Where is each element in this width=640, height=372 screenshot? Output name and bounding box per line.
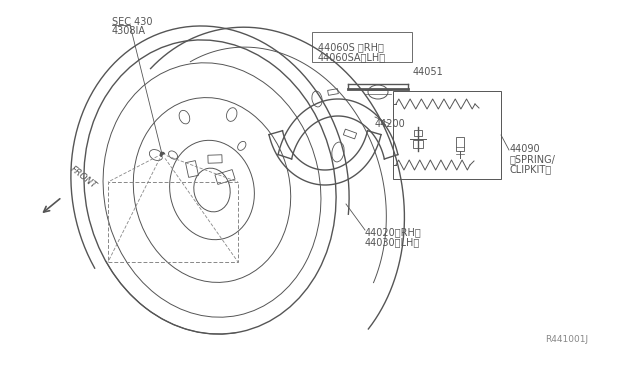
- Bar: [312, 32, 412, 62]
- Text: R441001J: R441001J: [545, 335, 588, 344]
- Text: 4308IA: 4308IA: [112, 26, 146, 36]
- Text: 〈SPRING/: 〈SPRING/: [510, 154, 556, 164]
- Bar: [186, 161, 198, 177]
- Text: CLIPKIT〉: CLIPKIT〉: [510, 164, 552, 174]
- Text: SEC 430: SEC 430: [112, 17, 152, 27]
- Text: 44200: 44200: [375, 119, 406, 129]
- Text: 44060S 〈RH〉: 44060S 〈RH〉: [318, 42, 384, 52]
- Text: 44060SA〈LH〉: 44060SA〈LH〉: [318, 52, 386, 62]
- Bar: [413, 140, 423, 148]
- Bar: [414, 130, 422, 136]
- Bar: [215, 170, 235, 185]
- Text: 44051: 44051: [413, 67, 444, 77]
- Bar: [343, 129, 356, 139]
- Bar: [456, 137, 464, 151]
- Bar: [208, 155, 222, 163]
- Bar: [328, 89, 339, 95]
- Text: 44030〈LH〉: 44030〈LH〉: [365, 237, 420, 247]
- Text: 44020〈RH〉: 44020〈RH〉: [365, 227, 422, 237]
- Text: FRONT: FRONT: [69, 165, 99, 191]
- Bar: [108, 182, 238, 262]
- Text: 44090: 44090: [510, 144, 541, 154]
- Bar: [393, 91, 501, 179]
